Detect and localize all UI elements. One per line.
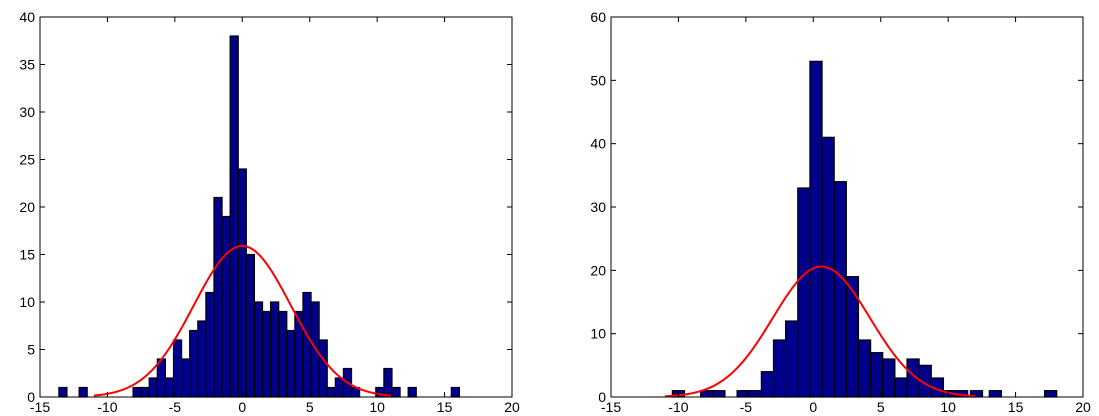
x-tick-label: 0 [809, 399, 817, 415]
y-tick-label: 5 [27, 342, 35, 358]
histogram-bar [407, 386, 417, 398]
histogram-bar [700, 390, 714, 398]
histogram-bar [148, 377, 158, 398]
histogram-bar [197, 320, 207, 398]
y-tick-label: 25 [19, 152, 35, 168]
histogram-bar [988, 390, 1003, 398]
histogram-bar [1043, 390, 1058, 398]
y-tick-label: 30 [590, 199, 606, 215]
y-tick-label: 15 [19, 247, 35, 263]
histogram-bar [189, 329, 199, 398]
y-tick-label: 20 [19, 199, 35, 215]
x-tick-label: 20 [504, 399, 520, 415]
y-tick-label: 40 [590, 136, 606, 152]
x-tick-label: 5 [306, 399, 314, 415]
histogram-bar [164, 377, 175, 398]
histogram-bar [261, 310, 272, 398]
x-tick-label: -10 [668, 399, 688, 415]
histogram-bar [809, 60, 823, 398]
histogram-bar [221, 215, 231, 398]
x-tick-label: -10 [97, 399, 117, 415]
histogram-bar [833, 181, 847, 398]
histogram-bar [894, 377, 908, 398]
histogram-bar [205, 291, 215, 398]
y-tick-label: 0 [598, 389, 606, 405]
histogram-bar [391, 386, 401, 398]
x-tick-label: -5 [169, 399, 182, 415]
x-tick-label: 5 [877, 399, 885, 415]
histogram-bar [869, 352, 884, 398]
histogram-bar [797, 187, 811, 398]
x-tick-label: -15 [30, 399, 50, 415]
histogram-bar [760, 371, 775, 398]
normal-fit-curve [664, 265, 976, 398]
chart-right: -15 -10 -5 0 5 10 15 20 0 10 20 30 40 50 60 [590, 9, 1091, 415]
y-tick-label: 30 [19, 104, 35, 120]
histogram-bar [748, 390, 762, 398]
histogram-bar [245, 253, 256, 398]
histogram-bar [213, 196, 223, 398]
histogram-bar [278, 310, 288, 398]
y-tick-label: 10 [590, 326, 606, 342]
histogram-bar [237, 168, 247, 398]
histogram-bar [229, 35, 239, 398]
chart-left: -15 -10 -5 0 5 10 15 20 0 5 10 15 20 25 30 35 40 [19, 9, 520, 415]
histogram-bar [270, 301, 280, 398]
histogram-bar [383, 367, 393, 398]
histogram-bar [302, 291, 312, 398]
x-tick-label: 15 [1008, 399, 1024, 415]
histogram-bar [318, 339, 328, 398]
histogram-bar [286, 329, 296, 398]
y-tick-label: 35 [19, 57, 35, 73]
histogram-bar [156, 358, 167, 398]
histogram-bar [58, 386, 68, 398]
x-tick-label: 10 [940, 399, 956, 415]
y-tick-label: 60 [590, 9, 606, 25]
histogram-bar [326, 386, 336, 398]
y-tick-label: 0 [27, 389, 35, 405]
y-tick-label: 20 [590, 262, 606, 278]
histogram-bar [845, 276, 860, 398]
x-tick-label: 20 [1075, 399, 1091, 415]
histogram-bar [172, 339, 183, 398]
histogram-bar [450, 386, 461, 398]
x-tick-label: 0 [238, 399, 246, 415]
histogram-bar [857, 339, 872, 398]
normal-fit-curve [93, 244, 391, 397]
histogram-bar [772, 339, 787, 398]
y-tick-label: 40 [19, 9, 35, 25]
y-tick-label: 10 [19, 294, 35, 310]
x-tick-label: 15 [437, 399, 453, 415]
histogram-bar [253, 301, 264, 398]
histogram-bar [132, 386, 142, 398]
histogram-bar [140, 386, 150, 398]
histogram-bar [334, 377, 345, 398]
histogram-bar [785, 320, 799, 398]
histogram-bar [882, 358, 896, 398]
x-tick-label: 10 [369, 399, 385, 415]
x-tick-label: -15 [601, 399, 621, 415]
y-tick-label: 50 [590, 72, 606, 88]
histogram-bar [712, 390, 726, 398]
histogram-bar [181, 358, 191, 398]
x-tick-label: -5 [740, 399, 753, 415]
histogram-bar [736, 390, 750, 398]
histogram-bar [78, 386, 88, 398]
